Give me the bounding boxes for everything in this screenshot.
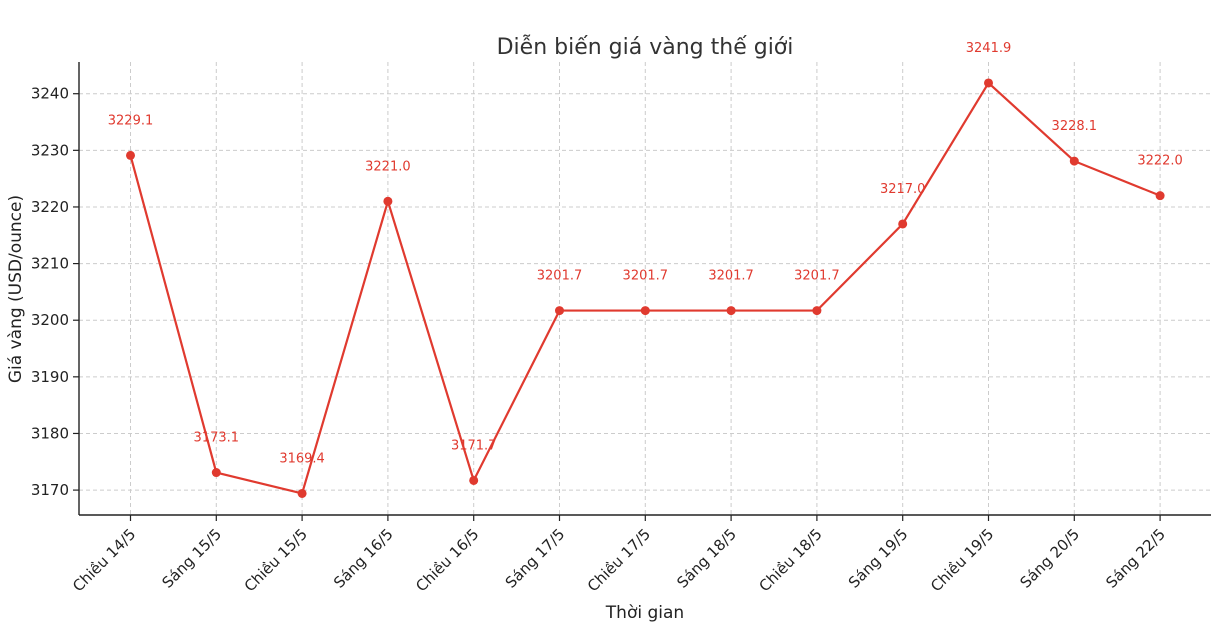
data-label: 3201.7: [708, 269, 754, 284]
data-point: [812, 306, 822, 316]
y-tick-label: 3190: [31, 368, 69, 386]
y-axis-ticks: 3170 3180 3190 3200 3210 3220 3230 3240: [31, 85, 79, 499]
y-tick-label: 3200: [31, 311, 69, 329]
data-point: [640, 306, 650, 316]
x-tick-label: Sáng 20/5: [1017, 525, 1084, 592]
y-tick-label: 3230: [31, 141, 69, 159]
x-tick-label: Chiều 16/5: [412, 525, 482, 595]
data-point: [898, 219, 908, 229]
data-label: 3229.1: [108, 113, 154, 128]
x-tick-label: Sáng 19/5: [845, 525, 912, 592]
data-point: [1155, 191, 1165, 201]
y-tick-label: 3170: [31, 481, 69, 499]
series: 3229.1 3173.1 3169.4 3221.0 3171.7 3201.7 3201…: [108, 41, 1183, 498]
data-label: 3171.7: [451, 438, 497, 453]
y-tick-label: 3210: [31, 255, 69, 273]
data-label: 3173.1: [194, 431, 240, 446]
chart-title: Diễn biến giá vàng thế giới: [497, 34, 794, 60]
y-axis-label: Giá vàng (USD/ounce): [6, 195, 26, 383]
data-point: [555, 306, 564, 316]
y-tick-label: 3220: [31, 198, 69, 216]
data-label: 3228.1: [1052, 119, 1098, 134]
x-tick-label: Sáng 16/5: [330, 525, 397, 592]
data-point: [984, 78, 993, 88]
x-tick-label: Sáng 15/5: [159, 525, 226, 592]
data-label: 3201.7: [623, 269, 669, 284]
y-tick-label: 3180: [31, 424, 69, 442]
data-point: [726, 306, 736, 316]
data-point: [469, 475, 479, 485]
data-label: 3221.0: [365, 159, 411, 174]
x-axis-label: Thời gian: [605, 603, 684, 623]
x-tick-label: Sáng 17/5: [502, 525, 569, 592]
data-point: [126, 150, 135, 160]
data-label: 3222.0: [1137, 154, 1183, 169]
x-tick-label: Sáng 18/5: [673, 525, 740, 592]
x-tick-label: Chiều 14/5: [69, 525, 139, 595]
x-tick-label: Chiều 19/5: [927, 525, 997, 595]
data-label: 3169.4: [279, 451, 325, 466]
data-point: [383, 196, 393, 206]
data-point: [1069, 156, 1079, 166]
data-label: 3201.7: [794, 269, 840, 284]
data-point: [211, 468, 221, 478]
x-tick-label: Chiều 17/5: [584, 525, 654, 595]
x-tick-label: Chiều 15/5: [241, 525, 311, 595]
data-point: [297, 488, 307, 498]
x-tick-label: Chiều 18/5: [755, 525, 825, 595]
data-label: 3217.0: [880, 182, 926, 197]
y-tick-label: 3240: [31, 85, 69, 103]
grid: [79, 62, 1211, 515]
x-axis-ticks: Chiều 14/5 Sáng 15/5 Chiều 15/5 Sáng 16/5 Ch…: [69, 515, 1169, 595]
data-label: 3201.7: [537, 269, 583, 284]
data-label: 3241.9: [966, 41, 1012, 56]
x-tick-label: Sáng 22/5: [1102, 525, 1169, 592]
